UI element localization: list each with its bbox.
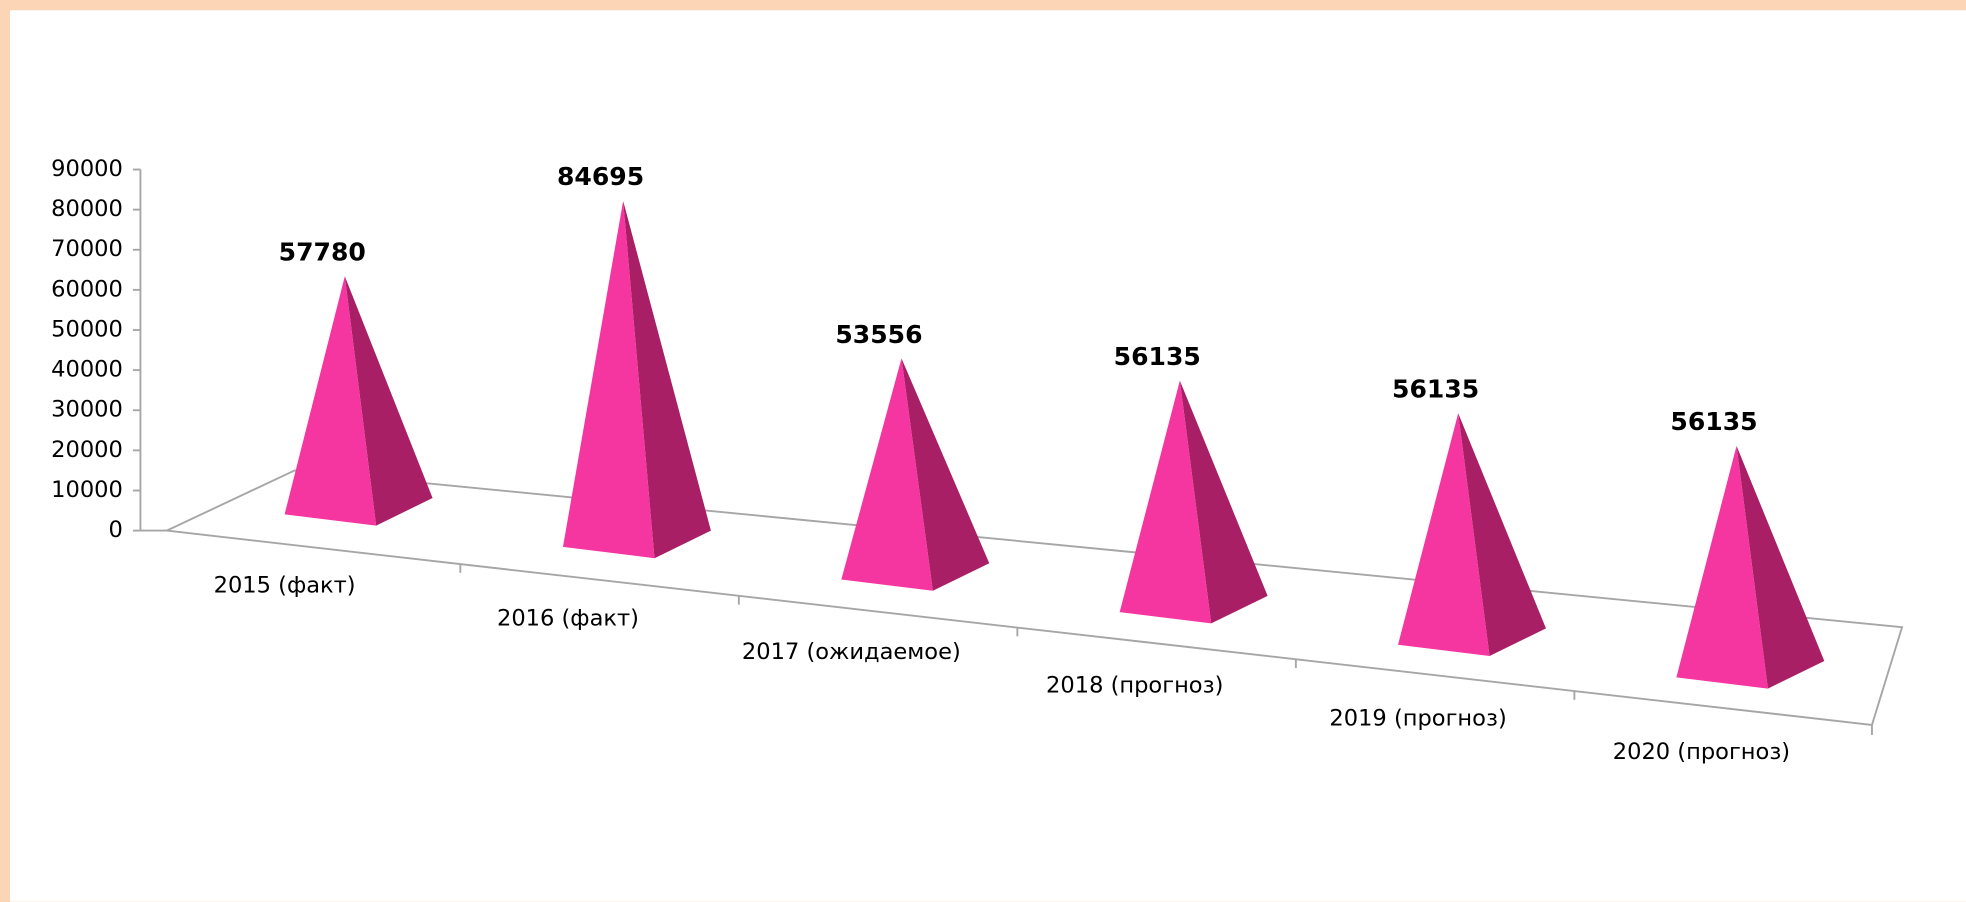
- floor: [163, 469, 1904, 726]
- x-tick-label: 2020 (прогноз): [1613, 739, 1790, 765]
- value-label: 56135: [1114, 342, 1201, 371]
- pyramid-front: [284, 276, 377, 526]
- value-label: 53556: [835, 320, 922, 349]
- y-tick-label: 60000: [51, 276, 123, 302]
- y-tick-label: 50000: [51, 317, 123, 343]
- y-tick-label: 30000: [51, 397, 123, 423]
- value-label: 56135: [1392, 375, 1479, 404]
- x-tick-label: 2016 (факт): [497, 606, 639, 632]
- y-tick-label: 0: [109, 517, 123, 543]
- pyramid-front: [1398, 413, 1490, 657]
- pyramid-front: [1676, 445, 1768, 689]
- y-tick-label: 90000: [51, 156, 123, 182]
- y-tick-label: 70000: [51, 236, 123, 262]
- x-tick-label: 2017 (ожидаемое): [742, 639, 961, 665]
- value-label: 84695: [557, 162, 644, 191]
- y-tick-label: 20000: [51, 437, 123, 463]
- pyramid-side: [1736, 445, 1825, 689]
- pyramid-side: [344, 276, 433, 526]
- value-label: 57780: [279, 238, 366, 267]
- pyramid-side: [623, 200, 711, 559]
- pyramid-side: [901, 358, 990, 591]
- pyramid-front: [1119, 380, 1212, 624]
- pyramid-side: [1179, 380, 1268, 624]
- x-tick-label: 2018 (прогноз): [1046, 672, 1223, 698]
- pyramid-front: [562, 200, 655, 559]
- y-tick-label: 10000: [51, 477, 123, 503]
- pyramid-side: [1458, 413, 1546, 657]
- y-tick-label: 80000: [51, 196, 123, 222]
- y-tick-label: 40000: [51, 357, 123, 383]
- x-tick-label: 2019 (прогноз): [1329, 706, 1506, 732]
- x-tick-label: 2015 (факт): [214, 572, 356, 598]
- value-label: 56135: [1670, 407, 1757, 436]
- pyramid-front: [841, 358, 933, 591]
